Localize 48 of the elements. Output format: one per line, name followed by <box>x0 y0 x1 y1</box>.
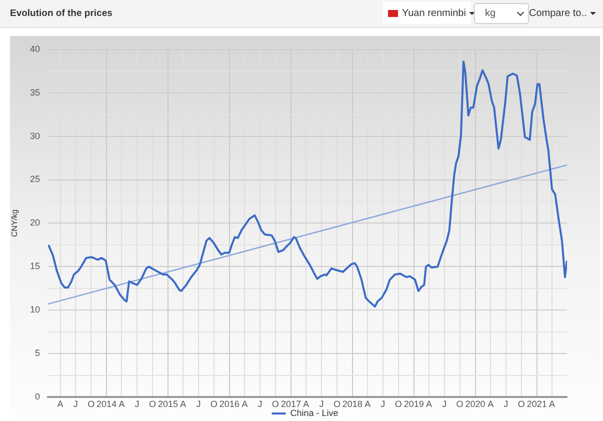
x-tick-label: 2021 <box>526 398 547 409</box>
x-tick-label: 2015 <box>158 398 178 409</box>
chart-title: Evolution of the prices <box>10 8 112 19</box>
x-tick-label: A <box>180 398 186 409</box>
x-tick-label: A <box>364 398 371 409</box>
y-tick-label: 5 <box>34 348 40 358</box>
y-tick-label: 40 <box>30 44 40 54</box>
x-tick-label: 2014 <box>96 398 117 409</box>
x-tick-label: O <box>518 398 525 409</box>
y-tick-label: 35 <box>30 87 40 98</box>
x-tick-label: A <box>118 398 125 409</box>
x-tick-label: A <box>488 398 494 409</box>
x-tick-label: A <box>303 398 310 409</box>
unit-select-field: kg <box>474 3 529 24</box>
x-tick-label: A <box>242 398 248 409</box>
text: Compare to.. <box>529 8 587 18</box>
x-tick-label: O <box>149 398 156 409</box>
x-tick-label: O <box>210 398 218 409</box>
x-tick-label: 2020 <box>465 398 486 409</box>
x-tick-label: 2016 <box>219 398 240 409</box>
x-tick-label: 2019 <box>404 398 424 409</box>
x-tick-label: O <box>394 398 402 409</box>
y-tick-label: 30 <box>30 130 40 141</box>
currency-dropdown: Yuan renminbi <box>383 2 471 24</box>
x-tick-label: O <box>88 398 95 409</box>
y-axis-title: CNY/kg <box>10 209 20 237</box>
x-tick-label: J <box>442 398 447 409</box>
y-tick-label: 25 <box>30 174 40 184</box>
legend-label: China - Live <box>290 408 338 418</box>
y-tick-label: 10 <box>30 304 40 315</box>
x-tick-label: J <box>258 398 262 409</box>
x-tick-label: J <box>134 398 140 409</box>
x-tick-label: A <box>549 398 556 409</box>
x-tick-label: 2018 <box>342 398 362 409</box>
y-tick-label: 20 <box>30 218 40 228</box>
y-tick-label: 0 <box>34 391 40 402</box>
x-tick-label: A <box>57 398 64 409</box>
y-tick-label: 15 <box>30 261 40 272</box>
x-tick-label: O <box>333 398 340 409</box>
x-tick-label: J <box>73 398 78 409</box>
x-tick-label: O <box>272 398 280 409</box>
x-tick-label: J <box>380 398 386 409</box>
x-tick-label: J <box>319 398 324 409</box>
x-tick-label: J <box>504 398 508 409</box>
x-tick-label: A <box>426 398 432 409</box>
x-tick-label: O <box>456 398 464 409</box>
x-tick-label: 2017 <box>280 398 302 409</box>
x-tick-label: J <box>196 398 201 409</box>
